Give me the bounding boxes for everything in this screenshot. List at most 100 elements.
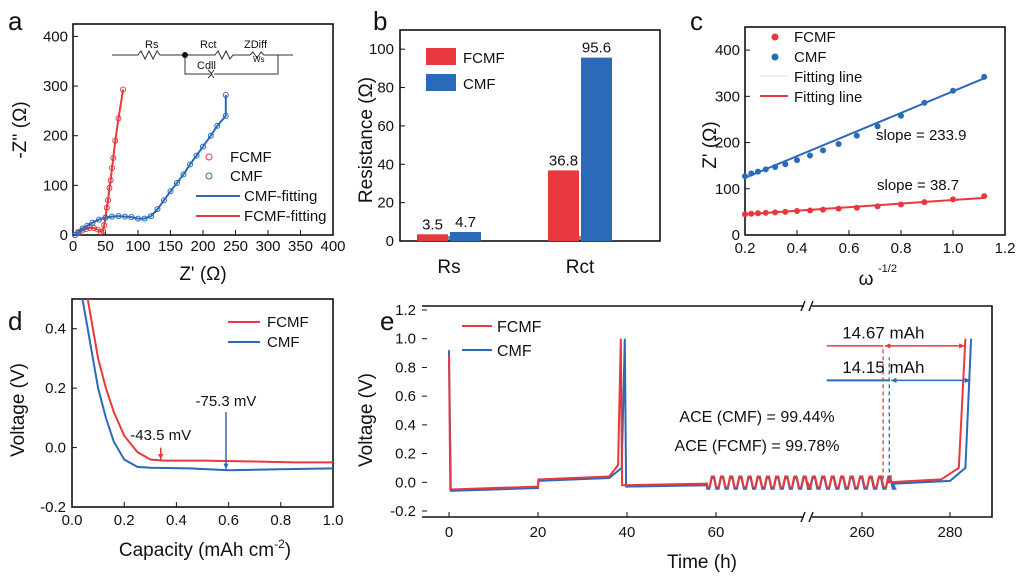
x-tick-label: 1.2: [995, 240, 1016, 257]
y-tick-label: 1.0: [395, 331, 416, 348]
data-point-cmf: [782, 161, 789, 168]
data-point-cmf: [807, 152, 813, 159]
x-tick-label: 260: [849, 524, 874, 541]
data-point-cmf: [148, 213, 154, 220]
data-point-cmf: [193, 152, 200, 159]
y-tick-label: 0.6: [395, 388, 416, 405]
x-axis-label: ω: [859, 269, 874, 290]
bar-value-label: 95.6: [582, 40, 611, 57]
x-axis-label: Capacity (mAh cm-2): [119, 537, 291, 561]
x-tick-label: 50: [97, 238, 114, 255]
capacitor-icon: [207, 69, 215, 79]
x-axis-label-part: ): [285, 540, 291, 561]
x-tick-label: 200: [190, 238, 215, 255]
axis-break-icon: [800, 511, 814, 523]
x-tick-label: 0.8: [270, 512, 291, 529]
circuit-label: Rs: [145, 39, 159, 51]
data-point-fcmf: [762, 209, 769, 216]
y-tick-label: 400: [43, 28, 68, 45]
circuit-label: ZDiff: [244, 39, 268, 51]
x-axis-label-part: -2: [274, 537, 285, 551]
data-point-fcmf: [807, 207, 813, 214]
data-point-cmf: [109, 213, 115, 220]
data-point-cmf: [772, 164, 779, 171]
y-axis-label: Voltage (V): [356, 373, 377, 467]
x-tick-label: 20: [530, 524, 547, 541]
legend-swatch-cmf: [426, 74, 456, 91]
circuit-wire: [112, 49, 293, 61]
data-point-cmf: [154, 206, 161, 213]
y-tick-label: 100: [715, 181, 740, 198]
circuit-label: Rct: [200, 39, 217, 51]
data-point-cmf: [84, 222, 91, 229]
legend-marker-cmf: [771, 53, 779, 61]
legend-label: CMF-fitting: [244, 188, 317, 205]
x-tick-label: 0.2: [735, 240, 756, 257]
data-point-fcmf: [120, 86, 127, 93]
data-point-cmf: [141, 215, 148, 222]
x-tick-label: 60: [708, 524, 725, 541]
data-point-fcmf: [820, 206, 826, 213]
data-point-cmf: [755, 168, 761, 175]
y-tick-label: 300: [43, 78, 68, 95]
curve-fcmf-right: [806, 338, 967, 489]
data-point-cmf: [794, 157, 800, 164]
curve-fcmf: [86, 298, 333, 464]
data-point-fcmf: [874, 203, 881, 210]
x-tick-label: 1.0: [323, 512, 344, 529]
legend-swatch-fcmf: [426, 48, 456, 65]
data-point-cmf: [174, 179, 180, 186]
data-point-cmf: [96, 216, 102, 223]
y-axis-label: Voltage (V): [8, 363, 29, 457]
data-point-fcmf: [103, 204, 110, 211]
data-point-fcmf: [106, 184, 113, 191]
fitting-line-fcmf: [74, 89, 125, 236]
curve-fcmf-left: [448, 338, 813, 491]
x-tick-label: 100: [125, 238, 150, 255]
data-point-fcmf: [835, 205, 842, 212]
data-point-cmf: [135, 215, 141, 222]
equivalent-circuit-inset: [112, 49, 293, 79]
data-point-fcmf: [950, 196, 956, 203]
arrow-cmf-right-head: [964, 377, 971, 383]
x-tick-label: 0.8: [891, 240, 912, 257]
x-tick-label: 250: [223, 238, 248, 255]
data-point-cmf: [853, 132, 860, 139]
bar-cmf-rs: [450, 231, 481, 241]
legend-marker-fcmf: [205, 153, 213, 161]
legend-label: FCMF: [267, 314, 309, 331]
data-point-fcmf: [755, 210, 761, 217]
data-point-cmf: [222, 112, 229, 119]
data-point-cmf: [874, 123, 881, 130]
data-point-cmf: [762, 166, 769, 173]
data-point-fcmf: [921, 199, 928, 206]
y-axis-label: -Z'' (Ω): [10, 101, 31, 158]
fitting-line-cmf: [744, 77, 985, 179]
y-tick-label: 100: [369, 41, 394, 58]
y-tick-label: -0.2: [40, 499, 66, 516]
y-tick-label: 20: [377, 195, 394, 212]
data-point-cmf: [835, 140, 842, 147]
y-tick-label: 300: [715, 88, 740, 105]
y-tick-label: 0.0: [395, 474, 416, 491]
data-point-cmf: [79, 225, 86, 232]
x-axis-label: Z' (Ω): [179, 264, 226, 285]
data-point-fcmf: [115, 115, 122, 122]
panel-label: e: [380, 306, 394, 336]
x-category-label: Rs: [437, 257, 460, 278]
x-tick-label: 0: [445, 524, 453, 541]
data-point-cmf: [820, 147, 826, 154]
y-tick-label: 0.2: [395, 446, 416, 463]
data-point-cmf: [167, 188, 174, 195]
legend-label: FCMF: [497, 319, 542, 336]
slope-annotation-cmf: slope = 233.9: [876, 127, 967, 144]
x-tick-label: 0.4: [166, 512, 187, 529]
data-point-fcmf: [853, 204, 860, 211]
arrow-cmf-left-head: [891, 377, 897, 383]
data-point-cmf: [207, 132, 214, 139]
data-point-cmf: [981, 73, 988, 80]
data-point-cmf: [89, 219, 96, 226]
x-axis-label: Time (h): [667, 552, 737, 573]
arrow-fcmf-head: [158, 454, 164, 460]
